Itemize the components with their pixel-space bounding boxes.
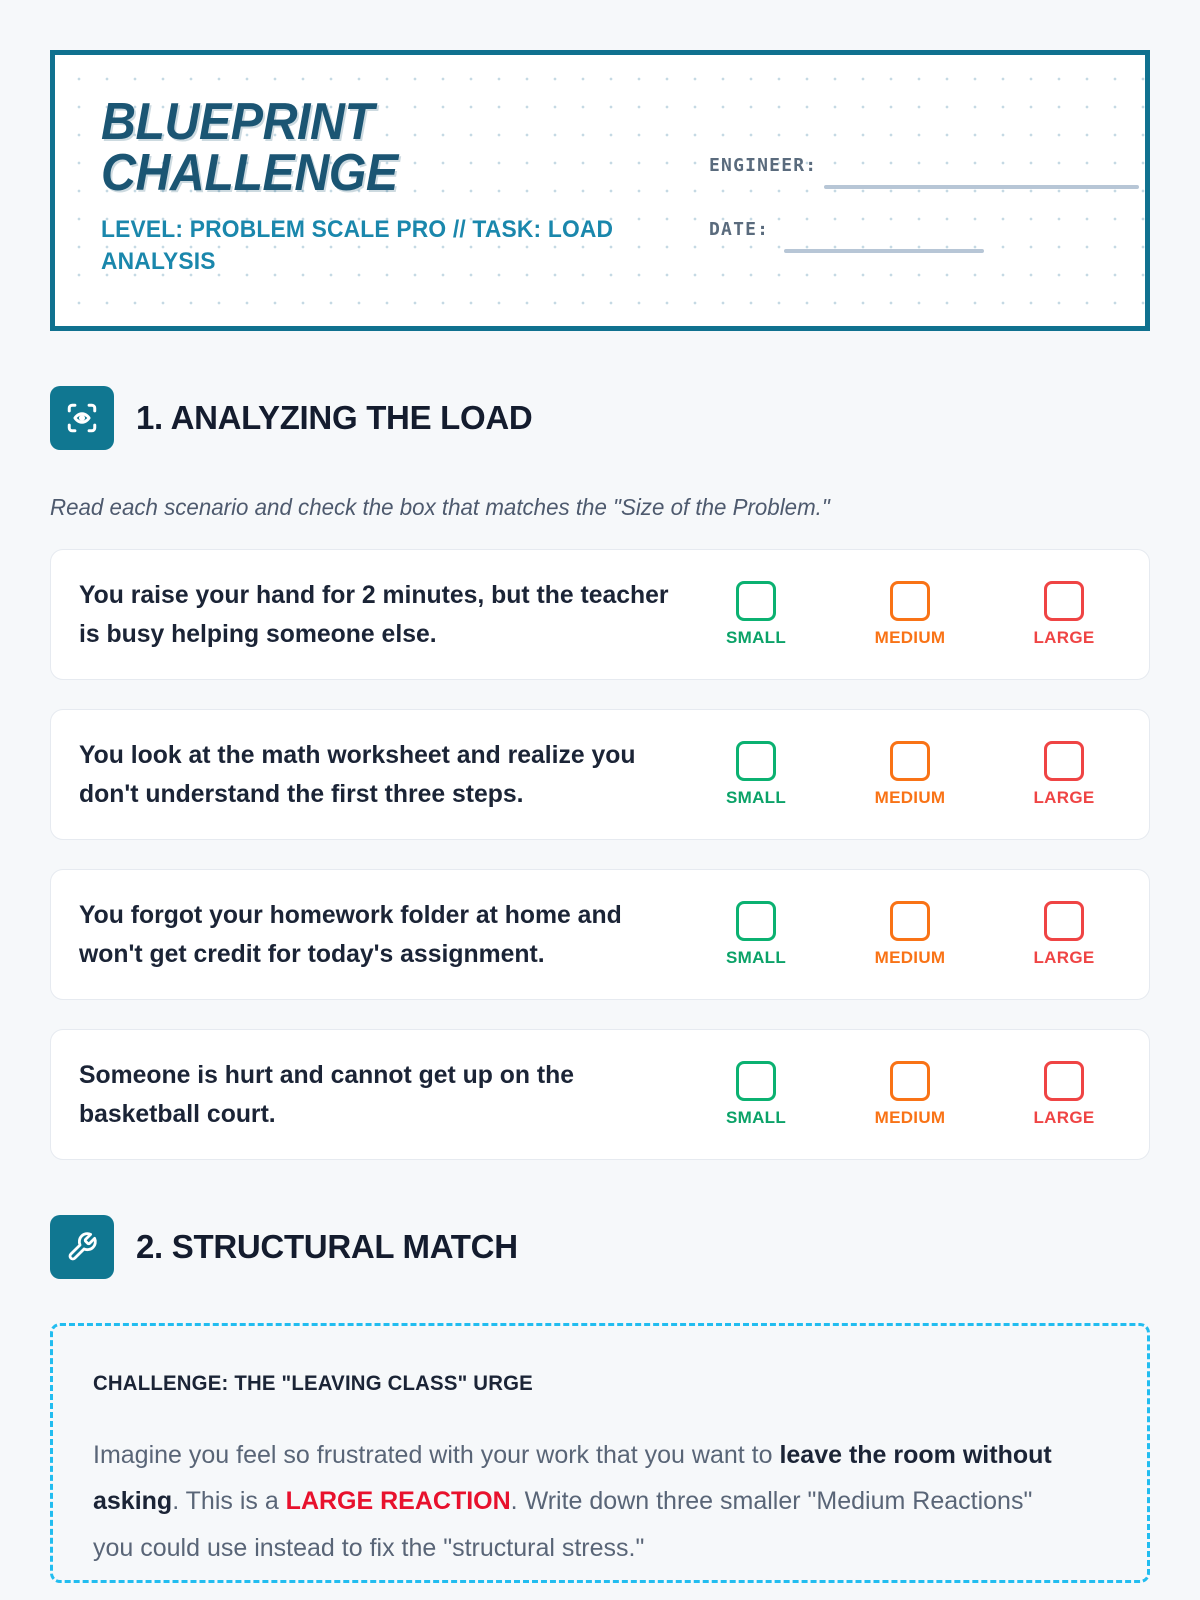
option-group: SMALL MEDIUM LARGE [711,581,1113,648]
option-small[interactable]: SMALL [711,741,801,808]
checkbox-small[interactable] [736,741,776,781]
option-small[interactable]: SMALL [711,581,801,648]
checkbox-large[interactable] [1044,581,1084,621]
option-label-large: LARGE [1033,628,1095,647]
section-2-title: 2. STRUCTURAL MATCH [136,1228,518,1265]
option-medium[interactable]: MEDIUM [865,901,955,968]
option-group: SMALL MEDIUM LARGE [711,741,1113,808]
section-2-header: 2. STRUCTURAL MATCH [50,1215,1150,1279]
challenge-highlight: LARGE REACTION [285,1487,511,1516]
option-large[interactable]: LARGE [1019,1061,1109,1128]
engineer-field[interactable]: ENGINEER: [709,155,1139,189]
option-label-large: LARGE [1033,1108,1095,1127]
checkbox-medium[interactable] [890,741,930,781]
date-input-line[interactable] [784,249,984,253]
scenario-row: You forgot your homework folder at home … [50,869,1150,1000]
option-label-medium: MEDIUM [874,628,946,647]
option-label-small: SMALL [725,1108,787,1127]
challenge-box: CHALLENGE: THE "LEAVING CLASS" URGE Imag… [50,1323,1150,1583]
scenario-row: You raise your hand for 2 minutes, but t… [50,549,1150,680]
page-subtitle: LEVEL: PROBLEM SCALE PRO // TASK: LOAD A… [101,215,614,276]
section-1-header: 1. ANALYZING THE LOAD [50,386,1150,450]
option-label-small: SMALL [725,948,787,967]
scenario-text: You look at the math worksheet and reali… [79,740,636,808]
option-label-large: LARGE [1033,788,1095,807]
checkbox-small[interactable] [736,1061,776,1101]
scenario-row: Someone is hurt and cannot get up on the… [50,1029,1150,1160]
scenario-text: You forgot your homework folder at home … [79,900,622,968]
challenge-text-part-2: . This is a [172,1487,286,1516]
option-label-small: SMALL [725,788,787,807]
checkbox-large[interactable] [1044,741,1084,781]
option-label-small: SMALL [725,628,787,647]
engineer-input-line[interactable] [824,185,1139,189]
option-large[interactable]: LARGE [1019,581,1109,648]
checkbox-large[interactable] [1044,901,1084,941]
checkbox-medium[interactable] [890,901,930,941]
option-small[interactable]: SMALL [711,1061,801,1128]
date-field[interactable]: DATE: [709,219,1139,253]
section-1-instruction: Read each scenario and check the box tha… [50,494,830,520]
header-left: BLUEPRINT CHALLENGE LEVEL: PROBLEM SCALE… [101,93,661,326]
engineer-label: ENGINEER: [709,155,818,176]
wrench-icon [50,1215,114,1279]
scenario-list: You raise your hand for 2 minutes, but t… [50,549,1150,1160]
checkbox-medium[interactable] [890,1061,930,1101]
checkbox-large[interactable] [1044,1061,1084,1101]
option-medium[interactable]: MEDIUM [865,741,955,808]
option-label-medium: MEDIUM [874,788,946,807]
option-label-large: LARGE [1033,948,1095,967]
option-group: SMALL MEDIUM LARGE [711,1061,1113,1128]
option-medium[interactable]: MEDIUM [865,1061,955,1128]
blueprint-header: BLUEPRINT CHALLENGE LEVEL: PROBLEM SCALE… [50,50,1150,331]
checkbox-medium[interactable] [890,581,930,621]
checkbox-small[interactable] [736,901,776,941]
option-medium[interactable]: MEDIUM [865,581,955,648]
challenge-text-part-1: Imagine you feel so frustrated with your… [93,1441,780,1469]
section-1-title: 1. ANALYZING THE LOAD [136,399,533,436]
challenge-bold-phrase: leave the room without asking [93,1441,1052,1516]
option-small[interactable]: SMALL [711,901,801,968]
page-title: BLUEPRINT CHALLENGE [101,93,398,203]
challenge-text-part-3: . Write down three smaller "Medium React… [93,1487,1033,1562]
date-label: DATE: [709,219,770,240]
header-fields: ENGINEER: DATE: [661,97,1139,326]
option-group: SMALL MEDIUM LARGE [711,901,1113,968]
scenario-text: You raise your hand for 2 minutes, but t… [79,580,669,648]
challenge-body: Imagine you feel so frustrated with your… [93,1432,1053,1571]
option-large[interactable]: LARGE [1019,741,1109,808]
option-label-medium: MEDIUM [874,1108,946,1127]
scenario-text: Someone is hurt and cannot get up on the… [79,1060,575,1128]
scenario-row: You look at the math worksheet and reali… [50,709,1150,840]
checkbox-small[interactable] [736,581,776,621]
challenge-heading: CHALLENGE: THE "LEAVING CLASS" URGE [93,1372,533,1395]
option-large[interactable]: LARGE [1019,901,1109,968]
scan-eye-icon [50,386,114,450]
option-label-medium: MEDIUM [874,948,946,967]
